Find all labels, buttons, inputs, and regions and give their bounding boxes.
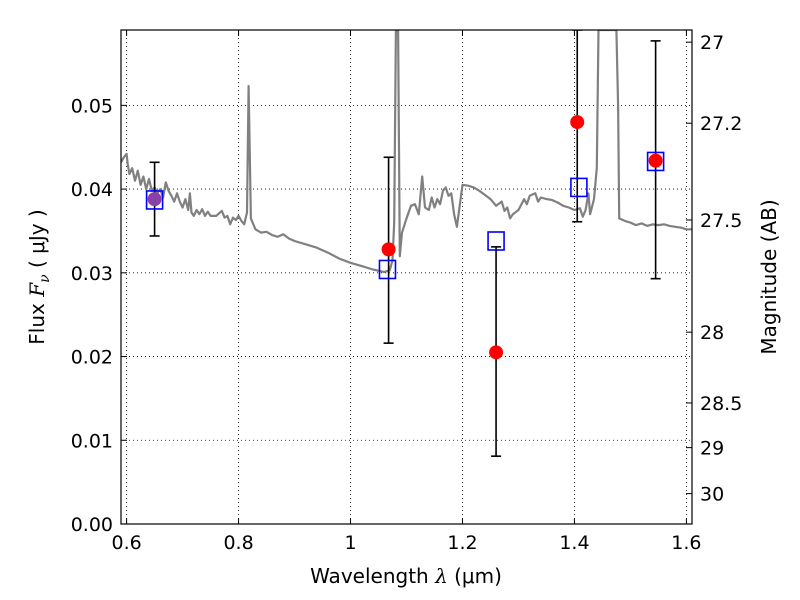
y2-tick-label: 27.5 <box>700 210 742 232</box>
plot-background <box>121 30 692 524</box>
model-spectrum <box>121 30 692 274</box>
x-tick-label: 0.6 <box>111 532 141 554</box>
model-square <box>570 177 588 198</box>
y-tick-label: 0.03 <box>71 263 113 285</box>
y2-axis-magnitude: 27 27.2 27.5 28 28.5 29 30 <box>686 32 742 506</box>
y2-tick-label: 28.5 <box>700 393 742 415</box>
model-square <box>145 190 164 210</box>
observed-point <box>648 153 663 168</box>
model-square <box>378 259 397 280</box>
y-tick-label: 0.01 <box>71 430 113 452</box>
x-tick-label: 1.6 <box>671 532 701 554</box>
y-tick-label: 0.05 <box>71 95 113 117</box>
y2-axis-label: Magnitude (AB) <box>757 199 781 354</box>
observed-flux-points <box>147 115 663 360</box>
plot-frame <box>120 29 693 525</box>
x-tick-label: 1.4 <box>559 532 589 554</box>
x-axis: 0.6 0.8 1 1.2 1.4 1.6 <box>111 30 702 554</box>
model-photometry-squares <box>145 151 665 280</box>
y-axis-label: Flux Fν ( μJy ) <box>25 209 53 344</box>
observed-point <box>147 192 162 207</box>
y-tick-label: 0.00 <box>71 514 113 536</box>
y2-tick-label: 29 <box>700 438 724 460</box>
x-tick-label: 1 <box>344 532 356 554</box>
model-square <box>646 151 665 172</box>
observed-point <box>570 115 585 130</box>
x-tick-label: 0.8 <box>223 532 253 554</box>
observed-point <box>489 345 504 360</box>
y-axis: 0.00 0.01 0.02 0.03 0.04 0.05 <box>71 95 127 536</box>
y-tick-label: 0.04 <box>71 179 113 201</box>
spectrum-line <box>121 30 692 274</box>
y2-tick-label: 27 <box>700 32 724 54</box>
x-axis-label: Wavelength λ (μm) <box>310 564 502 588</box>
model-square <box>487 231 505 251</box>
observed-point <box>381 242 396 257</box>
y2-tick-label: 27.2 <box>700 113 742 135</box>
x-tick-label: 1.2 <box>447 532 477 554</box>
y2-tick-label: 30 <box>700 484 724 506</box>
y2-tick-label: 28 <box>700 322 724 344</box>
y-tick-label: 0.02 <box>71 347 113 369</box>
